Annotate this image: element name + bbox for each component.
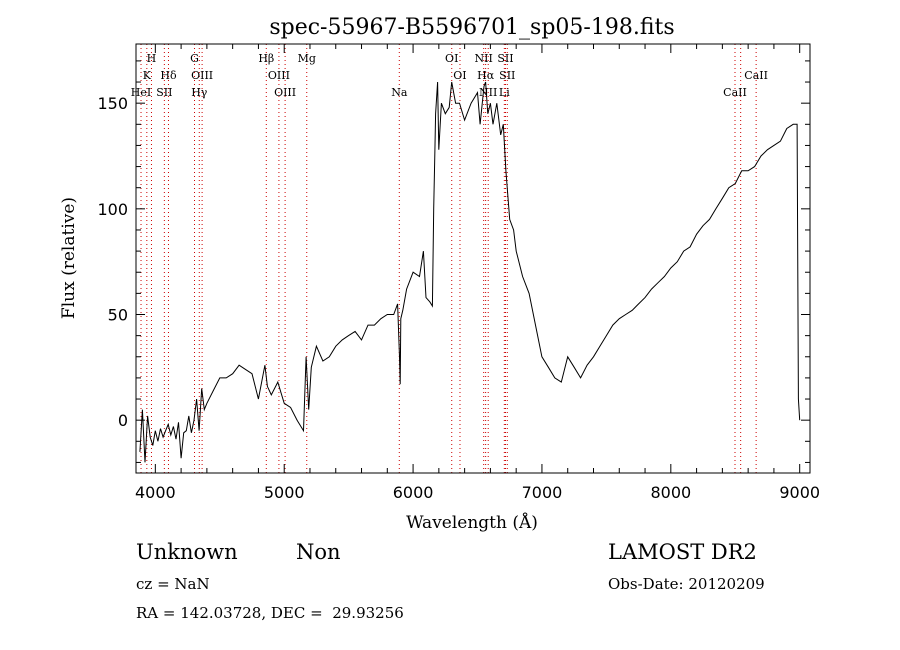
subclass-label: Non (296, 540, 341, 564)
spectrum-line (139, 81, 801, 463)
survey-label: LAMOST DR2 (608, 540, 757, 564)
line-id-label: OI (453, 69, 466, 82)
x-tick-label: 8000 (650, 483, 691, 502)
tick-layer: 4000 5000 6000 7000 8000 9000 0 50 100 150 (97, 44, 820, 502)
line-id-label: OI (445, 52, 458, 65)
chart-title: spec-55967-B5596701_sp05-198.fits (269, 15, 674, 40)
line-id-label: K (143, 69, 152, 82)
obs-date-text: Obs-Date: 20120209 (608, 575, 765, 593)
coordinates-text: RA = 142.03728, DEC = 29.93256 (136, 604, 404, 622)
line-id-label: OIII (191, 69, 213, 82)
line-id-label: NII (475, 52, 493, 65)
line-id-label: HeI (131, 86, 151, 99)
line-id-label: OIII (274, 86, 296, 99)
line-id-label: Na (391, 86, 408, 99)
line-id-label: Li (499, 86, 510, 99)
line-id-label: Hγ (191, 86, 208, 99)
line-id-label: OIII (268, 69, 290, 82)
line-id-label: Hδ (160, 69, 177, 82)
x-tick-label: 9000 (779, 483, 820, 502)
line-id-label: CaII (723, 86, 747, 99)
x-axis-label: Wavelength (Å) (406, 512, 538, 533)
x-tick-label: 6000 (393, 483, 434, 502)
line-id-label: Hα (477, 69, 495, 82)
x-tick-label: 7000 (522, 483, 563, 502)
y-tick-label: 150 (97, 94, 128, 113)
line-id-label: CaII (744, 69, 768, 82)
line-id-label: SII (499, 69, 515, 82)
x-tick-label: 4000 (135, 483, 176, 502)
line-id-label: Hβ (258, 52, 274, 65)
y-tick-label: 0 (118, 411, 128, 430)
redshift-text: cz = NaN (136, 575, 210, 593)
line-id-label: H (147, 52, 157, 65)
line-id-label: NII (479, 86, 497, 99)
x-tick-label: 5000 (264, 483, 305, 502)
line-id-label: SII (497, 52, 513, 65)
class-label: Unknown (136, 540, 238, 564)
line-id-label: G (190, 52, 199, 65)
line-id-label: Mg (298, 52, 316, 65)
y-tick-label: 100 (97, 200, 128, 219)
y-axis-label: Flux (relative) (59, 197, 79, 319)
plot-frame (135, 43, 811, 474)
series-layer (139, 81, 801, 463)
y-tick-label: 50 (108, 306, 128, 325)
line-id-label: SII (156, 86, 172, 99)
